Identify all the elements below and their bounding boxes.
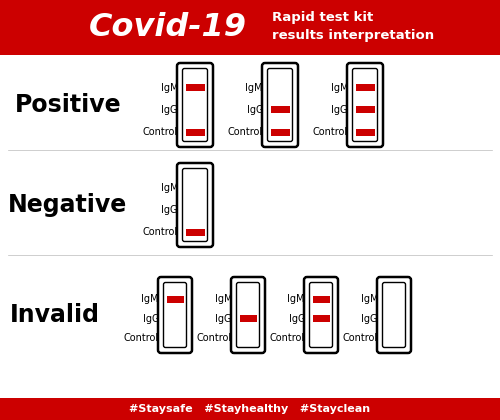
FancyBboxPatch shape	[182, 68, 208, 142]
Text: IgM: IgM	[288, 294, 305, 304]
FancyBboxPatch shape	[310, 283, 332, 347]
Text: IgG: IgG	[216, 314, 232, 324]
Text: Control: Control	[343, 333, 378, 343]
Text: Control: Control	[143, 227, 178, 237]
Text: #Staysafe   #Stayhealthy   #Stayclean: #Staysafe #Stayhealthy #Stayclean	[130, 404, 370, 414]
Bar	[312, 315, 330, 322]
Text: IgM: IgM	[360, 294, 378, 304]
Text: Control: Control	[143, 127, 178, 137]
FancyBboxPatch shape	[268, 68, 292, 142]
Text: Control: Control	[313, 127, 348, 137]
FancyBboxPatch shape	[236, 283, 260, 347]
FancyBboxPatch shape	[304, 277, 338, 353]
Text: Control: Control	[228, 127, 263, 137]
Bar	[186, 84, 204, 91]
FancyBboxPatch shape	[164, 283, 186, 347]
Text: Negative: Negative	[8, 193, 128, 217]
Text: IgG: IgG	[362, 314, 378, 324]
FancyBboxPatch shape	[382, 283, 406, 347]
Bar	[356, 106, 374, 113]
Text: IgG: IgG	[162, 105, 178, 115]
Bar	[0, 0, 500, 55]
Text: Covid-19: Covid-19	[89, 12, 247, 43]
Bar	[186, 129, 204, 136]
FancyBboxPatch shape	[158, 277, 192, 353]
FancyBboxPatch shape	[347, 63, 383, 147]
Bar	[356, 84, 374, 91]
Text: IgM: IgM	[330, 83, 348, 93]
Text: IgG: IgG	[142, 314, 159, 324]
Text: Control: Control	[197, 333, 232, 343]
FancyBboxPatch shape	[182, 168, 208, 242]
Text: IgG: IgG	[246, 105, 263, 115]
FancyBboxPatch shape	[177, 163, 213, 247]
Bar	[312, 296, 330, 303]
Bar	[356, 129, 374, 136]
Text: Rapid test kit
results interpretation: Rapid test kit results interpretation	[272, 11, 434, 42]
Text: IgM: IgM	[214, 294, 232, 304]
Text: IgG: IgG	[288, 314, 305, 324]
Text: IgG: IgG	[162, 205, 178, 215]
Bar	[270, 106, 289, 113]
FancyBboxPatch shape	[231, 277, 265, 353]
FancyBboxPatch shape	[377, 277, 411, 353]
Text: Control: Control	[270, 333, 305, 343]
Bar	[240, 315, 256, 322]
Text: Positive: Positive	[14, 93, 122, 117]
Text: Invalid: Invalid	[10, 303, 100, 327]
FancyBboxPatch shape	[177, 63, 213, 147]
Text: IgM: IgM	[160, 183, 178, 193]
Text: Control: Control	[124, 333, 159, 343]
Bar	[270, 129, 289, 136]
Bar	[186, 228, 204, 236]
Text: IgM: IgM	[142, 294, 159, 304]
Bar	[0, 398, 500, 420]
FancyBboxPatch shape	[352, 68, 378, 142]
FancyBboxPatch shape	[262, 63, 298, 147]
Text: IgG: IgG	[332, 105, 348, 115]
Bar	[166, 296, 184, 303]
Text: IgM: IgM	[160, 83, 178, 93]
Text: IgM: IgM	[246, 83, 263, 93]
